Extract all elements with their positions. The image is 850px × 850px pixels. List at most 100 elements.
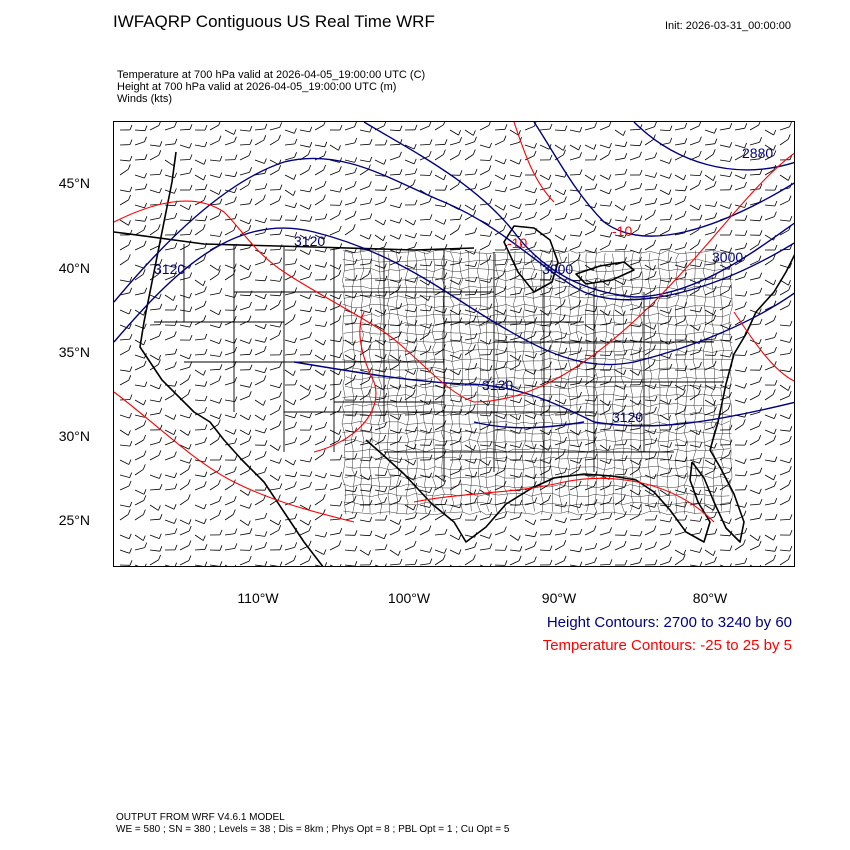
wind-barb	[329, 264, 340, 270]
wind-barb	[764, 144, 774, 151]
wind-barb-flag	[188, 519, 192, 525]
wind-barb	[764, 279, 774, 286]
wind-barb-flag	[294, 138, 298, 145]
wind-barb-flag	[189, 124, 193, 130]
wind-barb-flag	[488, 219, 492, 225]
county-line	[513, 250, 518, 514]
wind-barb-flag	[489, 543, 493, 549]
wind-barb-flag	[309, 332, 312, 338]
wind-barb	[359, 309, 370, 313]
wind-barb-flag	[789, 366, 793, 372]
wind-barb	[644, 157, 655, 161]
wind-barb-flag	[127, 509, 131, 515]
wind-barb-flag	[504, 393, 508, 399]
wind-barb	[179, 309, 190, 312]
wind-barb-flag	[338, 293, 342, 300]
wind-barb-flag	[639, 215, 643, 221]
wind-barb-flag	[157, 224, 161, 230]
lon-tick-110w: 110°W	[237, 590, 279, 606]
wind-barb-flag	[323, 122, 326, 126]
wind-barb-flag	[144, 542, 148, 548]
wind-barb-flag	[564, 436, 567, 443]
wind-barb-flag	[429, 440, 433, 446]
wind-barb	[329, 159, 340, 163]
wind-barb-flag	[264, 183, 268, 189]
wind-barb-flag	[189, 167, 193, 174]
wind-barb-flag	[729, 203, 732, 209]
wind-barb	[719, 549, 731, 551]
wind-barb-flag	[654, 226, 657, 233]
wind-barb-flag	[639, 256, 642, 263]
wind-barb-flag	[189, 306, 193, 312]
wind-barb-flag	[129, 472, 133, 478]
wind-barb	[194, 174, 204, 181]
wind-barb	[299, 530, 310, 536]
wind-barb	[359, 234, 370, 240]
wind-barb-flag	[788, 436, 792, 442]
wind-barb	[389, 234, 400, 240]
wind-barb	[284, 486, 295, 491]
wind-barb	[509, 444, 520, 448]
wind-barb-flag	[309, 471, 313, 477]
wind-barb	[704, 143, 715, 146]
wind-barb-flag	[519, 181, 522, 187]
wind-barb	[479, 502, 490, 506]
wind-barb	[764, 485, 775, 491]
wind-barb-flag	[278, 420, 282, 426]
wind-barb-flag	[354, 453, 358, 459]
wind-barb	[494, 531, 505, 536]
wind-barb	[134, 204, 145, 209]
county-line	[521, 250, 527, 513]
wind-barb-flag	[488, 240, 492, 246]
wind-barb	[389, 354, 399, 361]
wind-barb	[374, 324, 384, 331]
wind-barb	[404, 219, 414, 226]
wind-barb-flag	[594, 183, 598, 189]
wind-barb-flag	[654, 183, 658, 190]
wind-barb	[764, 559, 774, 566]
wind-barb	[374, 159, 385, 165]
wind-barb-flag	[187, 479, 191, 485]
wind-barb-flag	[579, 378, 583, 384]
wind-barb-flag	[234, 338, 237, 344]
wind-barb	[479, 516, 490, 521]
wind-barb-flag	[788, 195, 792, 201]
height-contour-label: 3000	[712, 249, 743, 265]
wind-barb-flag	[503, 224, 506, 231]
wind-barb-flag	[383, 533, 387, 539]
wind-barb-flag	[174, 518, 177, 524]
wind-barb	[374, 201, 385, 206]
wind-barb-flag	[609, 232, 613, 238]
wind-barb	[674, 174, 684, 181]
wind-barb	[524, 354, 535, 359]
wind-barb-flag	[444, 367, 447, 373]
wind-barb-flag	[278, 195, 282, 201]
wind-barb	[734, 544, 744, 551]
wind-barb	[404, 294, 415, 299]
wind-barb-flag	[743, 458, 747, 464]
wind-barb	[194, 305, 205, 311]
wind-barb-flag	[279, 349, 283, 356]
wind-barb	[674, 200, 685, 206]
wind-barb	[194, 247, 205, 251]
wind-barb	[689, 351, 700, 356]
wind-barb-flag	[623, 181, 627, 187]
wind-barb	[764, 414, 775, 419]
wind-barb-flag	[219, 561, 223, 566]
wind-barb	[314, 549, 325, 555]
wind-barb	[509, 549, 520, 552]
wind-barb-flag	[279, 257, 283, 263]
wind-barb	[584, 290, 595, 296]
wind-barb-flag	[398, 519, 402, 525]
wind-barb-flag	[504, 212, 508, 219]
wind-barb-flag	[159, 473, 162, 479]
height-contour	[114, 157, 794, 303]
wind-barb-flag	[249, 338, 252, 344]
wind-barb	[614, 309, 624, 316]
wind-barb-flag	[563, 149, 566, 155]
wind-barb-flag	[324, 306, 328, 313]
wind-barb	[419, 334, 429, 341]
wind-barb-flag	[264, 337, 268, 343]
wind-barb	[164, 504, 175, 510]
wind-barb	[194, 291, 205, 296]
